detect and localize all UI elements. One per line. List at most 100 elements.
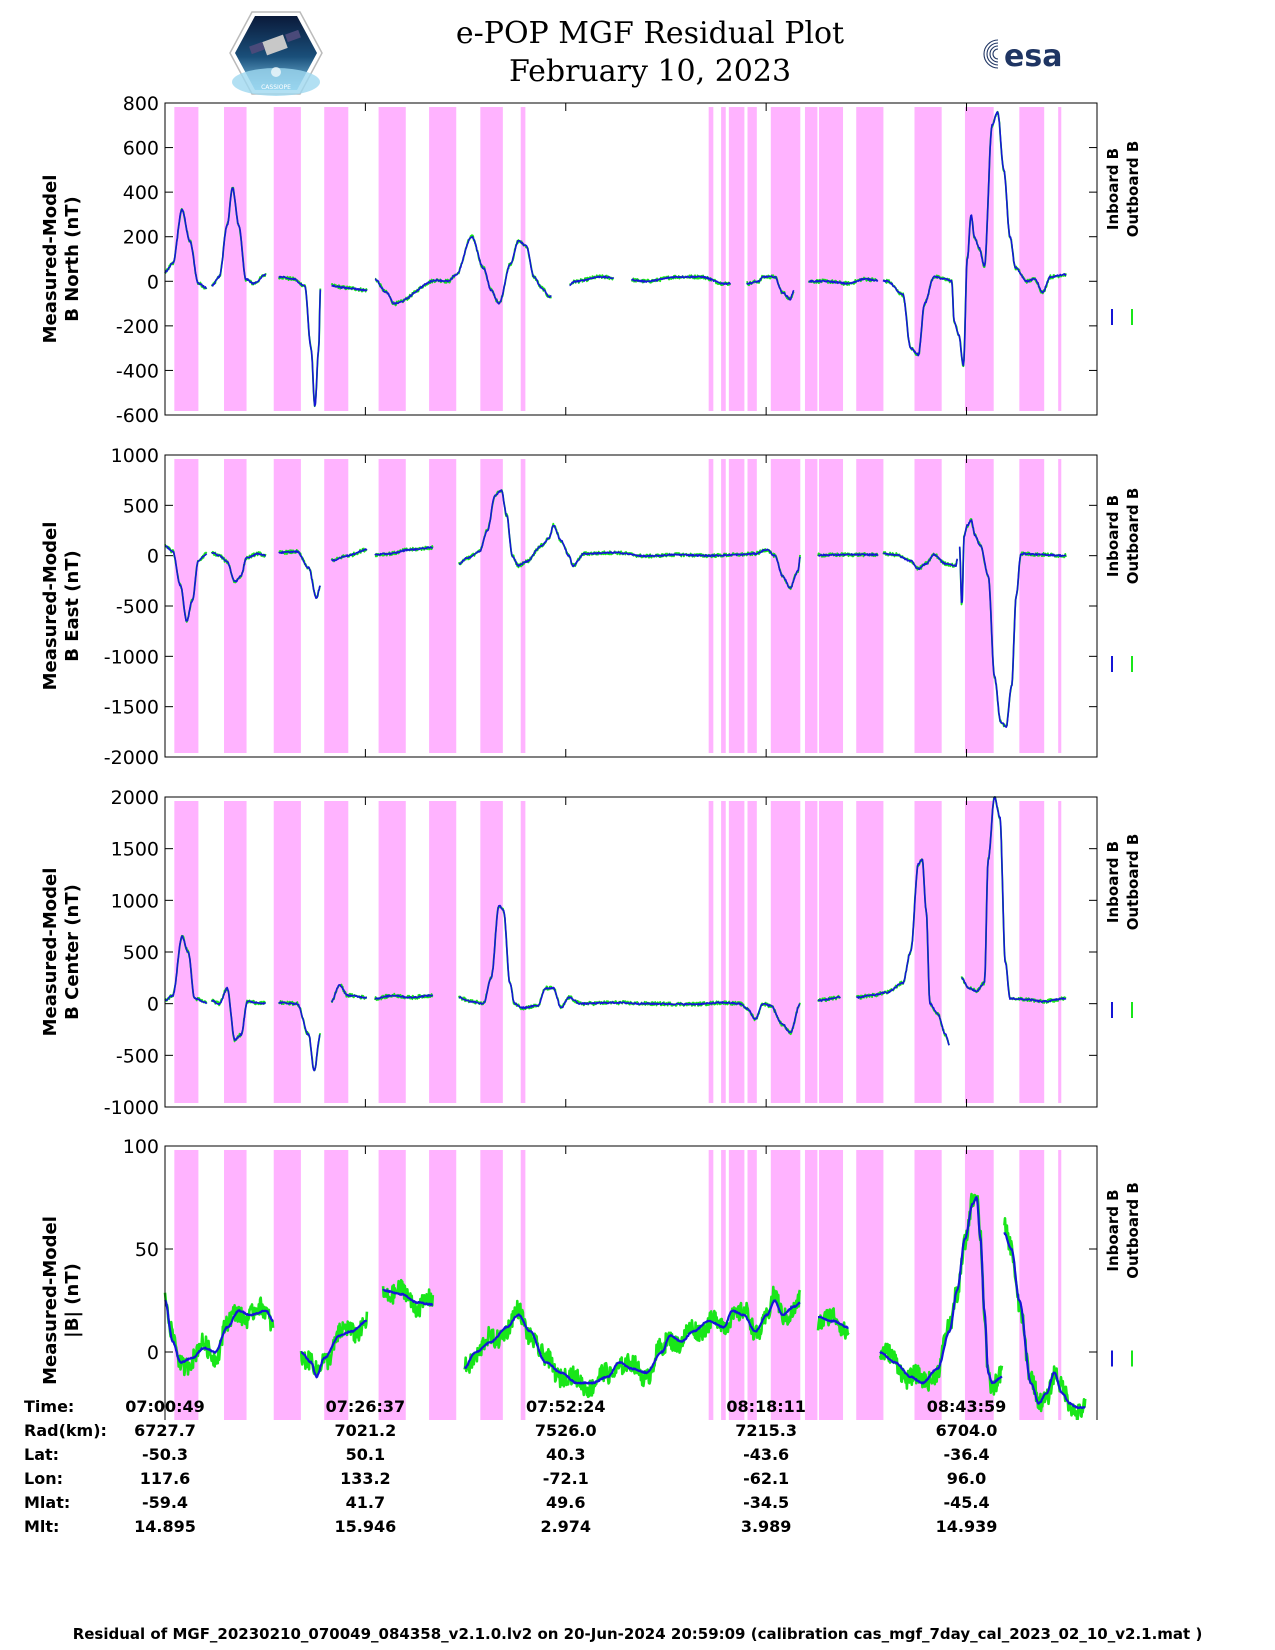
y-tick-label: 0 xyxy=(147,994,159,1016)
shade-band xyxy=(708,107,714,411)
series-outboard-line xyxy=(816,1307,850,1340)
y-tick-label: -200 xyxy=(116,316,159,338)
shade-band xyxy=(324,107,349,411)
shade-band xyxy=(770,801,801,1103)
info-cell: 50.1 xyxy=(345,1445,386,1464)
shade-band xyxy=(708,459,714,753)
info-cell: 7215.3 xyxy=(735,1421,797,1440)
shade-band xyxy=(174,1150,199,1420)
shade-band xyxy=(818,801,844,1103)
legend-inboard-label: Inboard B xyxy=(1104,148,1122,230)
series-inboard-line xyxy=(817,1315,849,1329)
y-axis-label-line1: Measured-Model xyxy=(40,522,61,691)
shade-band xyxy=(1019,459,1045,753)
series-inboard-line xyxy=(164,545,208,622)
cassiope-logo-text: CASSIOPE xyxy=(261,84,291,91)
series-inboard-line xyxy=(817,553,879,557)
info-cell: 6704.0 xyxy=(935,1421,998,1440)
info-cell: 40.3 xyxy=(546,1445,586,1464)
info-row-label: Lon: xyxy=(24,1469,63,1488)
info-cell: 133.2 xyxy=(340,1469,391,1488)
shade-band xyxy=(520,1150,526,1420)
series-inboard-line xyxy=(278,1001,321,1072)
y-tick-label: 1500 xyxy=(111,839,159,861)
y-axis-label: Measured-ModelB Center (nT) xyxy=(40,868,83,1037)
series-inboard-line xyxy=(330,984,368,1003)
legend-inboard-label: Inboard B xyxy=(1104,495,1122,577)
series-inboard-line xyxy=(164,208,207,290)
info-cell: -62.1 xyxy=(743,1469,790,1488)
shade-band xyxy=(914,107,942,411)
series-inboard-line xyxy=(278,275,322,407)
shade-band xyxy=(480,801,503,1103)
shade-band xyxy=(520,459,526,753)
plot-title: e-POP MGF Residual Plot xyxy=(455,16,845,51)
y-tick-label: 1000 xyxy=(111,445,159,467)
plot-frame xyxy=(164,102,1098,416)
y-tick-label: 50 xyxy=(135,1239,159,1261)
y-axis-label: Measured-ModelB North (nT) xyxy=(40,175,83,344)
series-inboard-line xyxy=(961,796,1067,1003)
info-cell: 15.946 xyxy=(334,1517,397,1536)
shade-band xyxy=(708,1150,714,1420)
shade-band xyxy=(708,801,714,1103)
shade-band xyxy=(1019,107,1045,411)
info-cell: -43.6 xyxy=(743,1445,790,1464)
shade-band xyxy=(804,459,818,753)
y-tick-label: -500 xyxy=(116,1045,159,1067)
shade-band xyxy=(429,1150,457,1420)
shade-band xyxy=(1058,1150,1062,1420)
cassiope-logo: CASSIOPE xyxy=(229,11,323,96)
residual-plots: -600-400-2000200400600800Measured-ModelB… xyxy=(40,93,1142,1420)
info-cell: 08:43:59 xyxy=(926,1397,1007,1416)
shade-band xyxy=(273,801,301,1103)
series-inboard-line xyxy=(382,1288,434,1307)
y-axis-label: Measured-ModelB East (nT) xyxy=(40,522,83,691)
shade-band xyxy=(728,459,745,753)
shade-band xyxy=(804,801,818,1103)
shade-band xyxy=(224,459,247,753)
series-inboard-line xyxy=(374,546,434,556)
series-outboard-line xyxy=(463,1285,802,1399)
y-axis-label-line1: Measured-Model xyxy=(40,868,61,1037)
y-tick-label: -1000 xyxy=(104,1097,159,1119)
shade-band xyxy=(770,459,801,753)
series-inboard-line xyxy=(882,111,1067,367)
esa-logo: esa xyxy=(983,39,1062,74)
shade-band xyxy=(804,107,818,411)
footer-caption: Residual of MGF_20230210_070049_084358_v… xyxy=(72,1625,1203,1643)
series-inboard-line xyxy=(374,236,552,305)
shade-band xyxy=(964,459,994,753)
shade-band xyxy=(818,1150,844,1420)
shade-band xyxy=(728,801,745,1103)
shade-band xyxy=(856,459,884,753)
shade-band xyxy=(224,801,247,1103)
info-cell: 7021.2 xyxy=(334,1421,397,1440)
series-inboard-line xyxy=(817,995,841,1002)
esa-logo-text: esa xyxy=(1004,39,1062,74)
info-cell: 49.6 xyxy=(546,1493,586,1512)
y-tick-label: -600 xyxy=(116,405,159,427)
series-inboard-line xyxy=(746,275,795,301)
y-tick-label: 800 xyxy=(123,93,159,115)
y-axis-label-line2: B Center (nT) xyxy=(62,884,83,1020)
shade-band xyxy=(1058,107,1062,411)
panel-magnitude: -50050100Measured-Model|B| (nT)Inboard B… xyxy=(40,1136,1142,1420)
panel-east: -2000 -1500 -1000 -500 0 500 1000 Measured-Mode… xyxy=(40,445,1142,769)
y-tick-label: 2000 xyxy=(111,787,159,809)
shade-band xyxy=(429,459,457,753)
info-cell: -59.4 xyxy=(141,1493,189,1512)
series-inboard-line xyxy=(569,275,615,287)
shade-band xyxy=(747,107,757,411)
info-cell: 14.895 xyxy=(134,1517,196,1536)
shade-band xyxy=(728,107,745,411)
y-tick-label: -500 xyxy=(116,596,159,618)
series-inboard-line xyxy=(630,275,732,286)
plot-frame xyxy=(164,1145,1098,1420)
y-tick-label: 0 xyxy=(147,271,159,293)
shade-band xyxy=(378,459,406,753)
info-cell: -50.3 xyxy=(141,1445,189,1464)
shade-band xyxy=(914,459,942,753)
shade-band xyxy=(856,1150,884,1420)
info-cell: -45.4 xyxy=(943,1493,990,1512)
